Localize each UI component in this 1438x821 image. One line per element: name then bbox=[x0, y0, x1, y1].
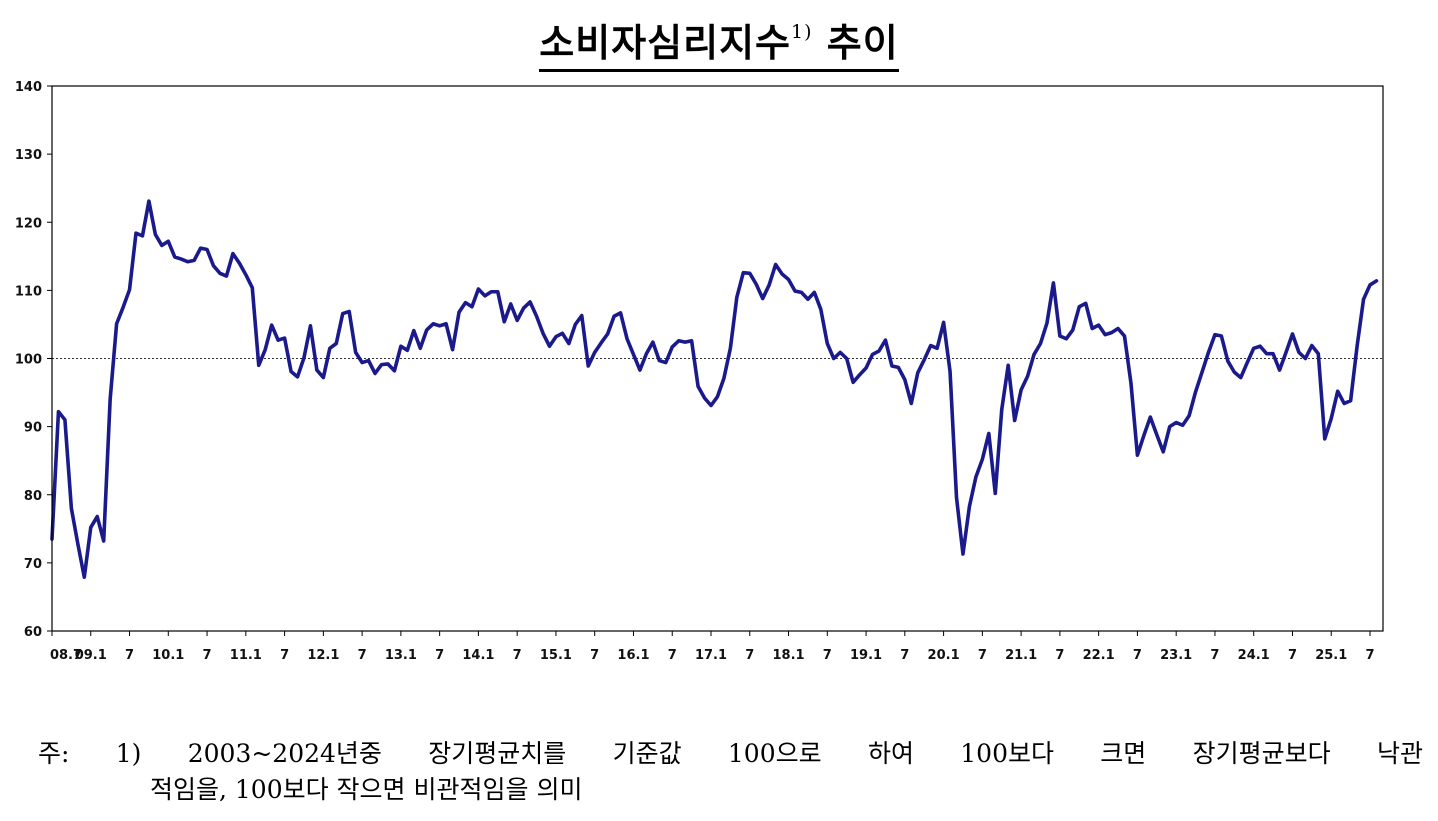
series-line-consumer-sentiment bbox=[50, 199, 1379, 579]
footnote-word: 장기평균치를 bbox=[428, 739, 567, 768]
chart-title-suffix: 추이 bbox=[812, 21, 899, 65]
x-tick-label: 12.1 bbox=[307, 648, 339, 663]
footnote-word: 2003~2024년중 bbox=[187, 739, 382, 768]
x-tick-label: 09.1 bbox=[75, 648, 107, 663]
y-tick-label: 60 bbox=[24, 625, 42, 640]
x-tick-label: 7 bbox=[435, 648, 444, 663]
footnote-line-1: 주: 1) 2003~2024년중 장기평균치를 기준값 100으로 하여 100보다 크면 장기… bbox=[38, 736, 1423, 772]
x-tick-label: 24.1 bbox=[1238, 648, 1270, 663]
plot-frame bbox=[51, 85, 1384, 632]
x-tick-label: 22.1 bbox=[1083, 648, 1115, 663]
x-tick-label: 08.7 bbox=[50, 648, 82, 663]
x-tick-label: 21.1 bbox=[1005, 648, 1037, 663]
x-tick-label: 7 bbox=[745, 648, 754, 663]
x-tick-label: 10.1 bbox=[152, 648, 184, 663]
x-tick-label: 7 bbox=[358, 648, 367, 663]
footnote-word: 기준값 bbox=[612, 739, 682, 768]
y-tick-label: 120 bbox=[15, 216, 42, 231]
x-tick-label: 7 bbox=[1133, 648, 1142, 663]
x-tick-label: 18.1 bbox=[772, 648, 804, 663]
x-tick-label: 7 bbox=[823, 648, 832, 663]
y-tick-label: 70 bbox=[24, 557, 42, 572]
y-tick-label: 80 bbox=[24, 489, 42, 504]
chart-title-footnote-mark: 1) bbox=[791, 21, 813, 43]
footnote-word: 1) bbox=[115, 739, 142, 768]
y-tick-label: 110 bbox=[15, 284, 42, 299]
x-tick-label: 14.1 bbox=[462, 648, 494, 663]
y-axis: 60 70 80 90 100 110 120 130 140 bbox=[15, 80, 52, 640]
footnote-word: 하여 bbox=[867, 739, 914, 768]
x-tick-label: 11.1 bbox=[230, 648, 262, 663]
x-tick-label: 7 bbox=[590, 648, 599, 663]
x-tick-label: 7 bbox=[668, 648, 677, 663]
footnote-word: 100보다 bbox=[960, 739, 1054, 768]
x-tick-label: 15.1 bbox=[540, 648, 572, 663]
x-tick-label: 7 bbox=[1365, 648, 1374, 663]
y-tick-label: 100 bbox=[15, 353, 42, 368]
chart-title-main: 소비자심리지수 bbox=[539, 21, 792, 65]
y-tick-label: 140 bbox=[15, 80, 42, 95]
x-tick-label: 7 bbox=[1210, 648, 1219, 663]
x-tick-label: 13.1 bbox=[385, 648, 417, 663]
footnote-word: 100으로 bbox=[727, 739, 822, 768]
line-chart: 60 70 80 90 100 110 120 130 140 08.709.1 7 10.1 7 11… bbox=[15, 80, 1384, 663]
y-tick-label: 90 bbox=[24, 421, 42, 436]
x-tick-label: 7 bbox=[900, 648, 909, 663]
x-tick-label: 7 bbox=[513, 648, 522, 663]
footnote-word: 낙관 bbox=[1376, 739, 1423, 768]
footnote-word: 주: bbox=[38, 739, 70, 768]
x-tick-label: 7 bbox=[203, 648, 212, 663]
x-tick-label: 7 bbox=[280, 648, 289, 663]
x-tick-label: 17.1 bbox=[695, 648, 727, 663]
chart-title-wrap: 소비자심리지수1) 추이 bbox=[0, 12, 1438, 72]
x-tick-label: 7 bbox=[1055, 648, 1064, 663]
x-tick-label: 16.1 bbox=[617, 648, 649, 663]
x-tick-label: 19.1 bbox=[850, 648, 882, 663]
x-tick-label: 7 bbox=[125, 648, 134, 663]
y-tick-label: 130 bbox=[15, 148, 42, 163]
footnote: 주: 1) 2003~2024년중 장기평균치를 기준값 100으로 하여 100보다 크면 장기… bbox=[38, 736, 1433, 808]
footnote-word: 장기평균보다 bbox=[1192, 739, 1331, 768]
x-tick-label: 7 bbox=[978, 648, 987, 663]
footnote-line-2: 적임을, 100보다 작으면 비관적임을 의미 bbox=[150, 775, 583, 804]
x-axis: 08.709.1 7 10.1 7 11.1 7 12.1 7 13.1 7 14.1 7 15.1 7 1… bbox=[50, 631, 1375, 663]
x-tick-label: 25.1 bbox=[1315, 648, 1347, 663]
x-tick-label: 20.1 bbox=[928, 648, 960, 663]
x-tick-label: 7 bbox=[1288, 648, 1297, 663]
chart-title: 소비자심리지수1) 추이 bbox=[539, 12, 899, 72]
x-tick-label: 23.1 bbox=[1160, 648, 1192, 663]
footnote-word: 크면 bbox=[1100, 739, 1147, 768]
